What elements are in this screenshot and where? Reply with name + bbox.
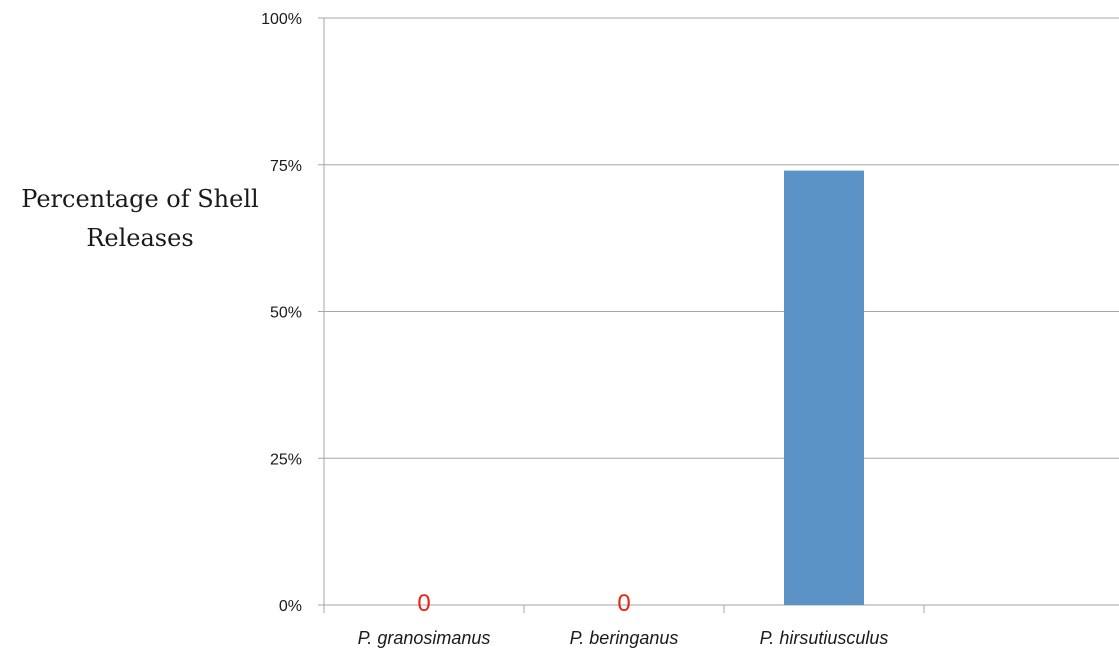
y-tick-label: 25% (270, 451, 302, 468)
category-label: P. beringanus (570, 628, 679, 648)
y-tick-label: 100% (261, 11, 302, 28)
y-axis-label-line-2: Releases (86, 224, 193, 252)
labels: 0% 25% 50% 75% 100% 0 P. granosimanus 0 P. berin… (261, 11, 888, 648)
y-axis-label-line-1: Percentage of Shell (21, 185, 258, 213)
y-tick-label: 75% (270, 158, 302, 175)
category-label: P. hirsutiusculus (760, 628, 889, 648)
bar-2 (784, 170, 864, 605)
category-label: P. granosimanus (358, 628, 491, 648)
zero-value-label: 0 (617, 590, 630, 617)
y-tick-label: 50% (270, 305, 302, 322)
zero-value-label: 0 (417, 590, 430, 617)
gridlines (318, 17, 1119, 613)
bars (784, 170, 864, 605)
y-tick-label: 0% (279, 598, 302, 615)
